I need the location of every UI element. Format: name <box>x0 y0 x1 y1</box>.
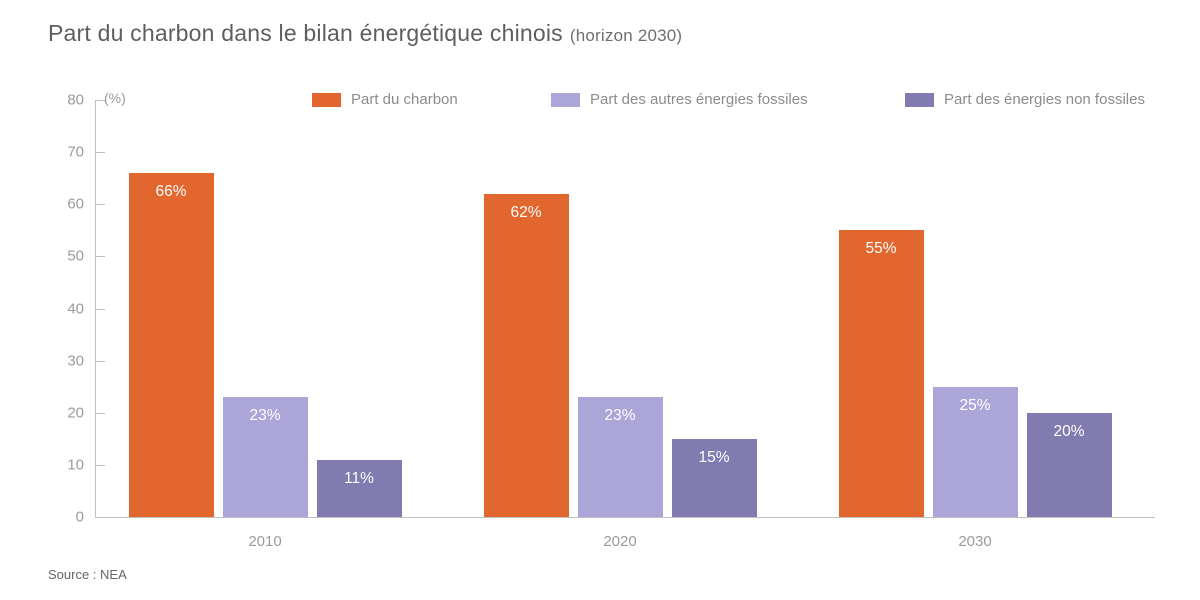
y-tick-label: 0 <box>75 508 84 526</box>
legend-item-autres-fossiles: Part des autres énergies fossiles <box>551 91 808 108</box>
legend-swatch-autres-fossiles <box>551 92 580 107</box>
y-tick-mark <box>95 100 105 101</box>
bar-value-label: 11% <box>344 469 374 487</box>
chart-title-main: Part du charbon dans le bilan énergétiqu… <box>48 20 563 46</box>
y-axis-unit-label: (%) <box>104 90 126 106</box>
bar-2030-s2: 20% <box>1026 412 1112 517</box>
bar-2020-s1: 23% <box>577 397 663 517</box>
y-tick-label: 40 <box>67 300 84 317</box>
y-tick-label: 80 <box>67 91 84 109</box>
y-tick-mark <box>95 517 105 518</box>
legend-label-non-fossiles: Part des énergies non fossiles <box>944 91 1145 108</box>
bar-2020-s2: 15% <box>671 438 757 517</box>
bar-2020-s0: 62% <box>483 193 569 517</box>
bar-2010-s0: 66% <box>128 172 214 517</box>
bar-value-label: 23% <box>249 407 281 425</box>
y-tick-label: 30 <box>67 352 84 370</box>
bar-value-label: 66% <box>155 182 187 200</box>
y-tick-label: 10 <box>67 456 84 474</box>
legend-item-non-fossiles: Part des énergies non fossiles <box>905 91 1145 108</box>
y-tick-mark <box>95 152 105 154</box>
legend-label-autres-fossiles: Part des autres énergies fossiles <box>590 91 808 108</box>
x-axis-line <box>95 517 1155 518</box>
y-tick-mark <box>95 256 105 258</box>
legend-item-charbon: Part du charbon <box>312 91 458 108</box>
bar-value-label: 20% <box>1053 422 1085 440</box>
bar-value-label: 23% <box>604 407 636 425</box>
y-tick-label: 60 <box>67 195 84 213</box>
bar-value-label: 25% <box>959 396 991 414</box>
x-category-label: 2030 <box>958 533 992 550</box>
bar-2010-s2: 11% <box>316 459 402 517</box>
bar-value-label: 62% <box>510 203 542 221</box>
chart-title-suffix: (horizon 2030) <box>569 26 683 45</box>
x-category-label: 2010 <box>248 533 282 550</box>
legend-swatch-charbon <box>312 92 341 107</box>
y-tick-label: 50 <box>67 247 84 265</box>
source-note: Source : NEA <box>48 567 127 582</box>
bar-value-label: 15% <box>698 448 730 466</box>
bar-2030-s1: 25% <box>932 386 1018 517</box>
y-tick-mark <box>95 204 105 206</box>
legend-label-charbon: Part du charbon <box>351 91 458 108</box>
bar-2010-s1: 23% <box>222 397 308 517</box>
y-tick-label: 70 <box>67 143 84 161</box>
y-tick-mark <box>95 412 105 414</box>
x-category-label: 2020 <box>603 533 637 550</box>
chart-title: Part du charbon dans le bilan énergétiqu… <box>48 20 682 47</box>
bar-value-label: 55% <box>865 240 897 258</box>
bar-2030-s0: 55% <box>838 230 924 517</box>
y-tick-mark <box>95 464 105 466</box>
y-tick-mark <box>95 308 105 310</box>
legend-swatch-non-fossiles <box>905 92 934 107</box>
y-tick-label: 20 <box>67 404 84 422</box>
y-tick-mark <box>95 360 105 362</box>
